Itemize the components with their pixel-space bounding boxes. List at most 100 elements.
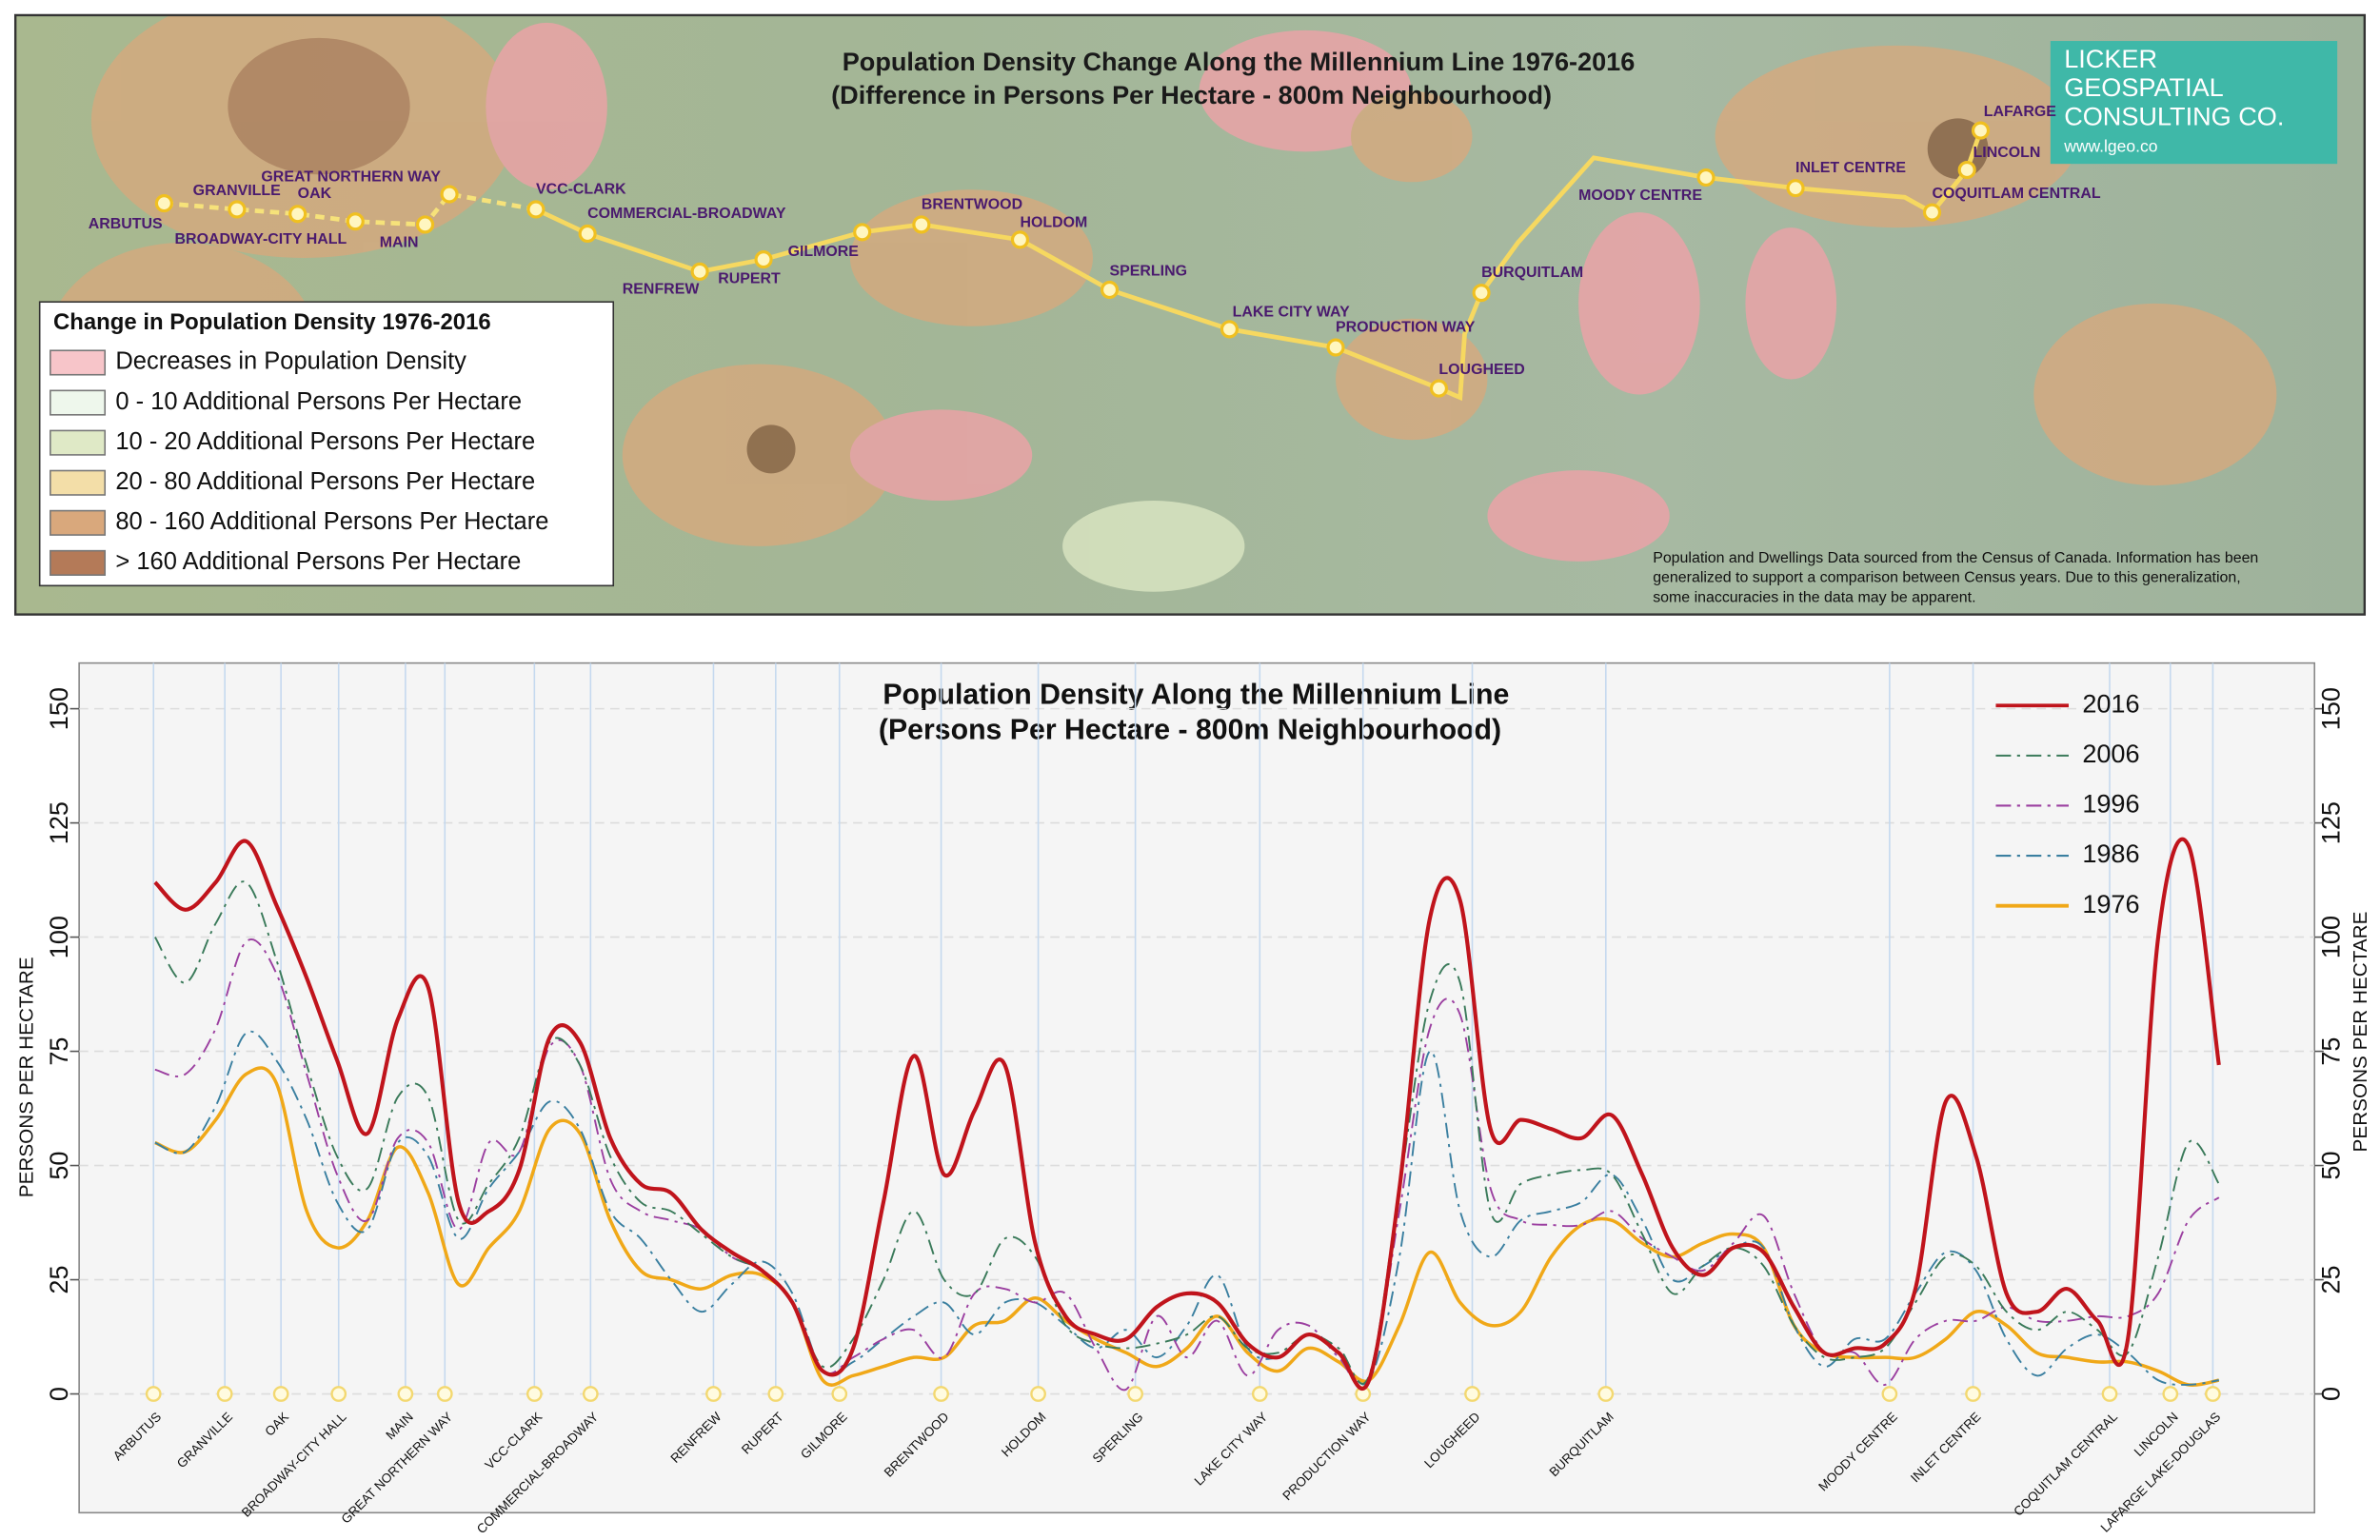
- y-tick-label: 0: [44, 1387, 73, 1401]
- station-label: GREAT NORTHERN WAY: [261, 169, 441, 186]
- station-marker: [933, 1386, 949, 1402]
- station: [1922, 203, 1942, 222]
- station-label: HOLDOM: [1020, 215, 1087, 231]
- map-legend: [38, 301, 615, 587]
- station-marker: [2205, 1386, 2221, 1402]
- station: [416, 215, 435, 234]
- station-label: BROADWAY-CITY HALL: [175, 231, 347, 247]
- station: [1957, 160, 1976, 180]
- station-label: PRODUCTION WAY: [1336, 320, 1476, 336]
- station-label: MOODY CENTRE: [1578, 188, 1702, 204]
- station-label: LAKE CITY WAY: [1233, 305, 1350, 321]
- station-label: BRENTWOOD: [922, 196, 1022, 212]
- station-marker: [1597, 1386, 1615, 1402]
- station-label: OAK: [298, 186, 332, 202]
- map-note: some inaccuracies in the data may be app…: [1653, 589, 1975, 605]
- station-label: LOUGHEED: [1438, 362, 1524, 378]
- legend-label: 0 - 10 Additional Persons Per Hectare: [115, 388, 522, 415]
- series-line: [154, 938, 2220, 1392]
- logo-url: www.lgeo.co: [2063, 136, 2157, 155]
- y-tick-label: 100: [44, 916, 73, 958]
- station: [440, 185, 459, 204]
- legend-swatch: [50, 349, 107, 376]
- y2-tick-label: 50: [2316, 1151, 2346, 1179]
- chart-subtitle: (Persons Per Hectare - 800m Neighbourhoo…: [879, 714, 1501, 745]
- station: [1429, 379, 1448, 398]
- legend-swatch: [50, 549, 107, 576]
- y-axis-label: PERSONS PER HECTARE: [15, 957, 37, 1197]
- series-line: [154, 880, 2220, 1385]
- station-marker: [2162, 1386, 2179, 1402]
- station: [346, 212, 365, 231]
- legend-label: > 160 Additional Persons Per Hectare: [115, 548, 521, 575]
- legend-label: 2006: [2082, 739, 2139, 768]
- station-marker: [582, 1386, 599, 1402]
- station-label: VCC-CLARK: [536, 181, 626, 197]
- station-label: LINCOLN: [1973, 145, 2041, 161]
- legend-label: 20 - 80 Additional Persons Per Hectare: [115, 468, 535, 495]
- plot-area: [78, 661, 2316, 1514]
- y2-axis-label: PERSONS PER HECTARE: [2350, 912, 2371, 1153]
- legend-label: 80 - 160 Additional Persons Per Hectare: [115, 508, 548, 535]
- station-label: INLET CENTRE: [1795, 160, 1906, 176]
- station: [578, 224, 597, 244]
- station-label: GRANVILLE: [193, 183, 281, 199]
- station-marker: [145, 1386, 162, 1402]
- y-tick-label: 25: [44, 1265, 73, 1293]
- station: [912, 215, 931, 234]
- series-line: [153, 837, 2221, 1392]
- station: [526, 200, 545, 219]
- station-marker: [1030, 1386, 1046, 1402]
- map-frame: [13, 13, 2367, 616]
- station: [1786, 179, 1805, 198]
- station-marker: [1464, 1386, 1480, 1402]
- station-marker: [397, 1386, 414, 1402]
- station: [1220, 320, 1240, 339]
- logo-text: GEOSPATIAL: [2064, 72, 2224, 102]
- logo-text: CONSULTING CO.: [2064, 101, 2284, 130]
- station-marker: [1251, 1386, 1268, 1402]
- logo: [2050, 41, 2338, 165]
- station-label: ARBUTUS: [89, 216, 163, 232]
- map-title: Population Density Change Along the Mill…: [843, 47, 1636, 76]
- station-marker: [2101, 1386, 2118, 1402]
- y-tick-label: 75: [44, 1037, 73, 1066]
- station: [690, 262, 709, 281]
- legend-label: 10 - 20 Additional Persons Per Hectare: [115, 428, 535, 455]
- station-label: COMMERCIAL-BROADWAY: [587, 206, 786, 222]
- legend-swatch: [50, 509, 107, 536]
- map-stations: ARBUTUS GRANVILLE OAK BROADWAY-CITY HALL MAI…: [50, 104, 2101, 576]
- y2-tick-label: 150: [2316, 687, 2346, 730]
- map-legend-title: Change in Population Density 1976-2016: [53, 309, 491, 335]
- station: [1010, 230, 1030, 249]
- station: [754, 250, 773, 269]
- chart-title: Population Density Along the Millennium …: [883, 680, 1509, 711]
- legend-swatch: [50, 389, 107, 416]
- y-tick-label: 150: [44, 687, 73, 730]
- legend-label: Decreases in Population Density: [115, 348, 466, 375]
- station-label: RUPERT: [718, 271, 781, 287]
- station-marker: [330, 1386, 347, 1402]
- route: [534, 129, 1983, 402]
- station-label: GILMORE: [788, 244, 859, 260]
- map-note: Population and Dwellings Data sourced fr…: [1653, 550, 2258, 566]
- logo-text: LICKER: [2064, 44, 2157, 73]
- station-marker: [216, 1386, 233, 1402]
- station-marker: [1965, 1386, 1981, 1402]
- series-line: [154, 1030, 2219, 1386]
- station-label: COQUITLAM CENTRAL: [1933, 186, 2101, 202]
- legend-swatch: [50, 429, 107, 456]
- y-tick-label: 125: [44, 801, 73, 844]
- station-label: BURQUITLAM: [1481, 265, 1583, 281]
- station-marker: [705, 1386, 722, 1402]
- station-label: MAIN: [380, 234, 419, 250]
- station-label: RENFREW: [623, 282, 701, 298]
- legend-label: 2016: [2082, 688, 2139, 718]
- legend-label: 1976: [2082, 889, 2139, 918]
- map-subtitle: (Difference in Persons Per Hectare - 800…: [831, 80, 1552, 109]
- y2-tick-label: 75: [2316, 1037, 2346, 1066]
- station: [1696, 168, 1716, 188]
- station-marker: [272, 1386, 289, 1402]
- station-marker: [526, 1386, 543, 1402]
- station: [154, 194, 173, 213]
